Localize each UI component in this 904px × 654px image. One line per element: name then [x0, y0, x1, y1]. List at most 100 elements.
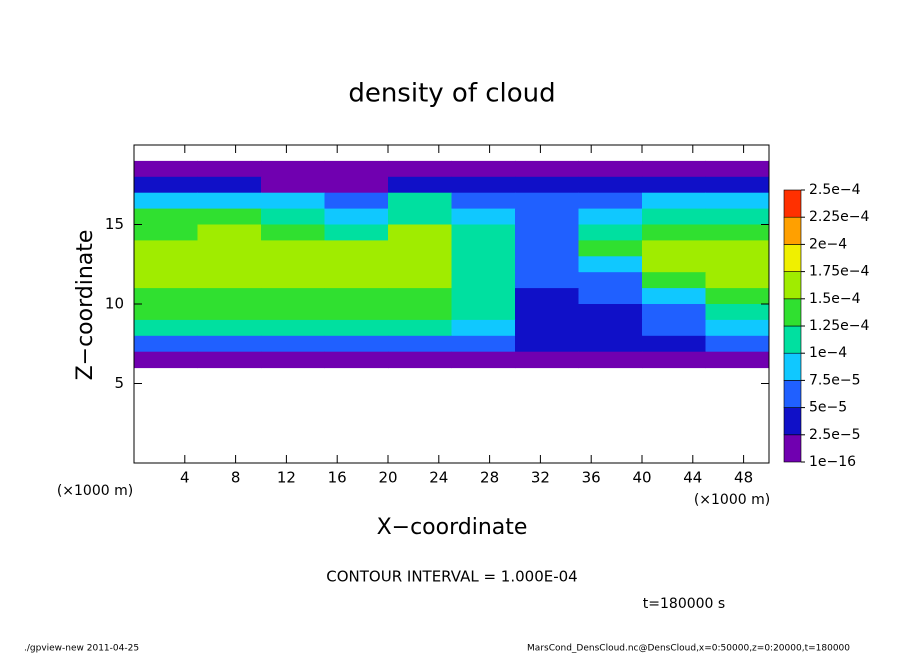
cell: [705, 256, 770, 273]
cell: [642, 176, 706, 194]
cell: [197, 256, 262, 273]
y-tick-label: 15: [105, 215, 124, 233]
cell: [705, 335, 770, 353]
colorbar-label: 1.5e−4: [809, 291, 861, 307]
colorbar-box: [783, 352, 802, 381]
cell: [451, 224, 516, 241]
cell: [451, 351, 516, 369]
colorbar-label: 2e−4: [809, 236, 847, 252]
cell: [705, 240, 770, 257]
cell: [197, 351, 262, 369]
colorbar-box: [783, 325, 802, 354]
cell: [642, 224, 706, 241]
cell: [197, 176, 262, 194]
colorbar-box: [783, 271, 802, 300]
cell: [642, 192, 706, 210]
cell: [515, 304, 579, 321]
cell: [578, 304, 643, 321]
cell: [134, 335, 198, 353]
cell: [388, 224, 452, 241]
x-tick-label: 48: [734, 469, 753, 487]
cell: [388, 319, 452, 337]
y-axis-label: Z−coordinate: [73, 230, 98, 381]
colorbar-label: 1.75e−4: [809, 264, 870, 280]
cell: [515, 240, 579, 257]
cell: [134, 304, 198, 321]
cell: [515, 351, 579, 369]
cell: [261, 176, 325, 194]
cell: [261, 319, 325, 337]
y-tick-label: 5: [114, 374, 124, 392]
cell: [515, 288, 579, 305]
cell: [324, 351, 389, 369]
cell: [642, 351, 706, 369]
cell: [197, 224, 262, 241]
cell: [705, 351, 770, 369]
cell: [515, 208, 579, 225]
colorbar-box: [783, 380, 802, 408]
cell: [261, 224, 325, 241]
cell: [642, 160, 706, 178]
colorbar-label: 2.5e−4: [809, 182, 861, 198]
cell: [388, 176, 452, 194]
x-tick-label: 20: [378, 469, 397, 487]
cell: [388, 288, 452, 305]
cell: [134, 224, 198, 241]
cell: [261, 240, 325, 257]
cell: [261, 335, 325, 353]
cell: [388, 272, 452, 289]
cell: [451, 240, 516, 257]
cell: [705, 319, 770, 337]
x-tick-label: 24: [429, 469, 448, 487]
colorbar-box: [783, 434, 802, 463]
x-tick-label: 32: [531, 469, 550, 487]
cell: [324, 319, 389, 337]
cell: [578, 272, 643, 289]
cell: [197, 304, 262, 321]
cell: [451, 160, 516, 178]
time-label: t=180000 s: [643, 596, 725, 612]
footer-left: ./gpview-new 2011-04-25: [24, 644, 139, 654]
cell: [261, 208, 325, 225]
cell: [324, 224, 389, 241]
cell: [515, 335, 579, 353]
cell: [134, 240, 198, 257]
cell: [134, 319, 198, 337]
x-tick-label: 12: [277, 469, 296, 487]
cell: [324, 304, 389, 321]
cell: [197, 319, 262, 337]
cell: [451, 208, 516, 225]
cell: [451, 319, 516, 337]
cell: [515, 272, 579, 289]
y-unit: (×1000 m): [57, 483, 133, 499]
cell: [578, 240, 643, 257]
cell: [705, 160, 770, 178]
cell: [451, 192, 516, 210]
cell: [515, 319, 579, 337]
cell: [705, 304, 770, 321]
cell: [324, 335, 389, 353]
cell: [451, 272, 516, 289]
cell: [134, 160, 198, 178]
cell: [388, 304, 452, 321]
colorbar-label: 2.25e−4: [809, 209, 870, 225]
cell: [578, 208, 643, 225]
cell: [134, 256, 198, 273]
cell: [388, 256, 452, 273]
cell: [705, 176, 770, 194]
cell: [197, 240, 262, 257]
cell: [705, 224, 770, 241]
cell: [578, 160, 643, 178]
cell: [642, 208, 706, 225]
field: [134, 160, 770, 369]
x-tick-label: 28: [480, 469, 499, 487]
colorbar-box: [783, 244, 802, 272]
cell: [388, 192, 452, 210]
colorbar-label: 1e−16: [809, 454, 856, 470]
contour-note: CONTOUR INTERVAL = 1.000E-04: [326, 568, 577, 586]
cell: [451, 176, 516, 194]
cell: [578, 288, 643, 305]
cell: [451, 288, 516, 305]
cell: [388, 335, 452, 353]
